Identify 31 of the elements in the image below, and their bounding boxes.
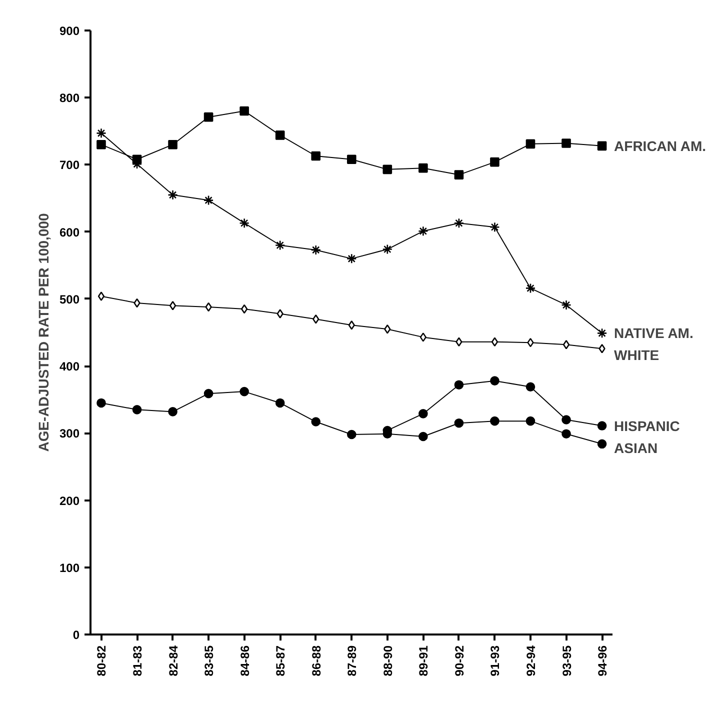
y-axis-title: AGE-ADJUSTED RATE PER 100,000 — [35, 212, 52, 452]
series-label: WHITE — [614, 347, 660, 364]
x-tick-label: 81-83 — [130, 645, 145, 676]
x-tick-label: 88-90 — [380, 645, 395, 676]
x-tick-label: 87-89 — [345, 645, 360, 676]
x-tick-label: 85-87 — [274, 645, 288, 676]
x-tick-label: 94-96 — [596, 645, 610, 676]
x-tick-label: 89-91 — [416, 645, 431, 676]
x-tick-label: 82-84 — [166, 645, 180, 676]
x-tick-label: 91-93 — [488, 645, 502, 676]
x-tick-label: 86-88 — [309, 645, 324, 676]
x-tick-label: 90-92 — [452, 645, 466, 676]
x-tick-label: 92-94 — [524, 645, 538, 676]
x-tick-label: 83-85 — [202, 645, 216, 676]
y-tick-label: 0 — [72, 628, 80, 642]
y-tick-label: 300 — [59, 426, 80, 441]
y-tick-label: 100 — [59, 560, 80, 575]
y-tick-label: 400 — [59, 360, 80, 374]
series-label: NATIVE AM. — [614, 325, 694, 342]
y-tick-label: 800 — [59, 91, 80, 106]
x-tick-label: 93-95 — [560, 645, 574, 676]
series-label: ASIAN — [614, 440, 658, 456]
series-label: HISPANIC — [614, 418, 680, 434]
y-tick-label: 700 — [59, 158, 80, 172]
x-tick-label: 80-82 — [94, 645, 109, 676]
y-tick-label: 500 — [59, 292, 80, 306]
x-tick-label: 84-86 — [238, 645, 252, 676]
y-tick-label: 900 — [59, 24, 80, 38]
series-label: AFRICAN AM. — [614, 138, 706, 154]
y-tick-label: 600 — [59, 225, 80, 240]
y-tick-label: 200 — [59, 494, 80, 508]
